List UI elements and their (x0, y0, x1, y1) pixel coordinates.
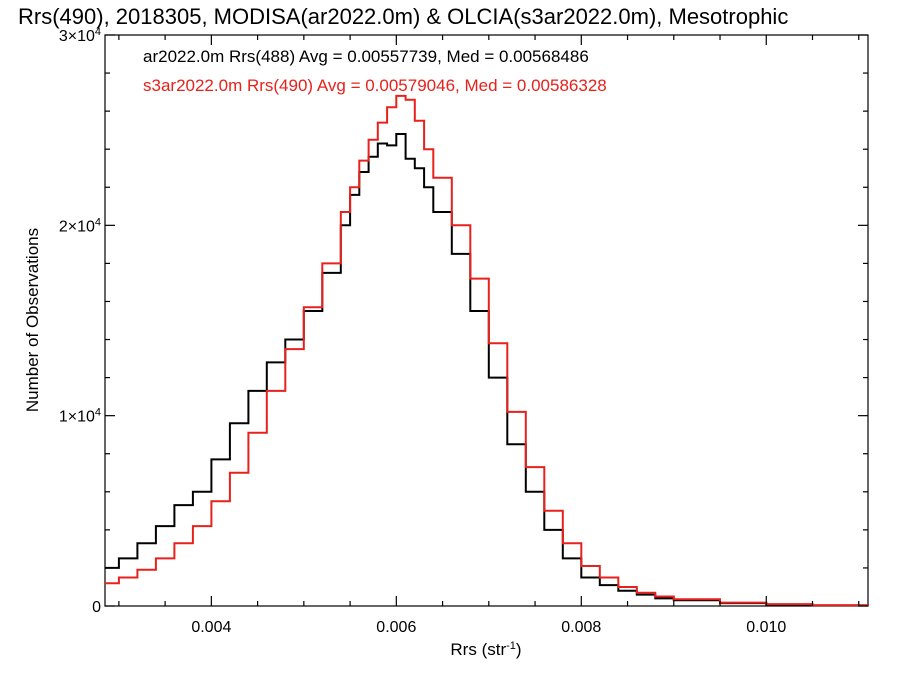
series-line-1 (105, 94, 869, 607)
x-tick-label: 0.004 (191, 619, 231, 636)
legend-entry-modisa: ar2022.0m Rrs(488) Avg = 0.00557739, Med… (143, 47, 589, 66)
series-line-0 (105, 133, 869, 607)
x-axis-label: Rrs (str-1) (450, 640, 521, 659)
tick-layer: 0.004 0.006 0.008 0.010 0 1×104 2×104 3×104 (59, 26, 868, 636)
legend-entry-olcia: s3ar2022.0m Rrs(490) Avg = 0.00579046, M… (143, 76, 607, 95)
chart-title: Rrs(490), 2018305, MODISA(ar2022.0m) & O… (18, 4, 788, 29)
x-tick-label: 0.010 (746, 619, 786, 636)
y-axis-label: Number of Observations (23, 228, 42, 412)
y-tick-label: 1×104 (59, 407, 101, 426)
series-layer (105, 94, 869, 607)
y-tick-label: 2×104 (59, 216, 101, 235)
plot-frame (104, 34, 869, 607)
y-tick-label: 3×104 (59, 26, 101, 45)
y-tick-label: 0 (92, 599, 101, 616)
x-tick-label: 0.008 (561, 619, 601, 636)
x-tick-label: 0.006 (376, 619, 416, 636)
